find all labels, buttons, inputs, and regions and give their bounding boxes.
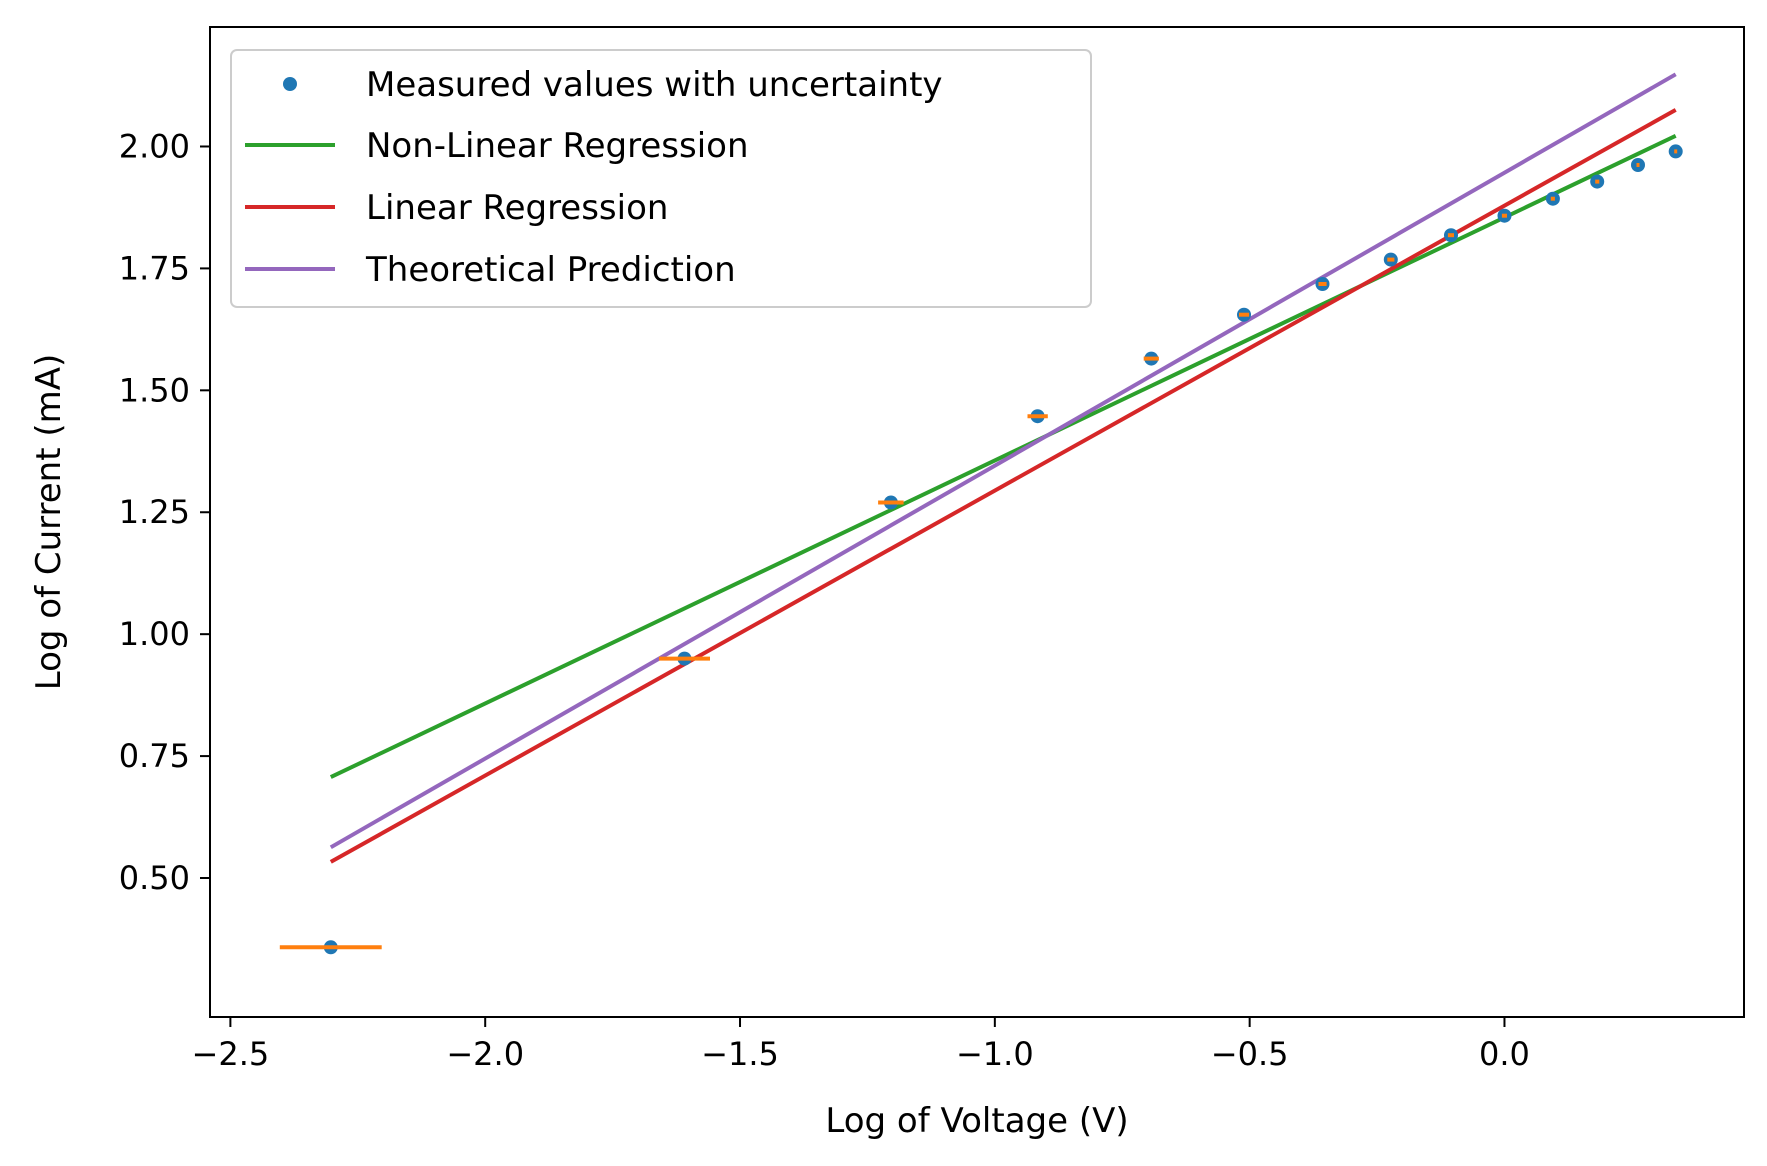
legend-box bbox=[230, 49, 1092, 308]
y-tick-label: 1.75 bbox=[119, 249, 190, 287]
plot-frame bbox=[209, 26, 1745, 1018]
legend-label-measured: Measured values with uncertainty bbox=[366, 65, 943, 105]
x-tick-label: −1.5 bbox=[701, 1035, 779, 1073]
legend-label-theoretical-prediction: Theoretical Prediction bbox=[365, 250, 736, 290]
y-tick-label: 1.00 bbox=[119, 615, 190, 653]
y-axis-ticks: 0.50 0.75 1.00 1.25 1.50 1.75 2.00 bbox=[119, 127, 210, 897]
x-axis-ticks: −2.5 −2.0 −1.5 −1.0 −0.5 0.0 bbox=[192, 1017, 1530, 1073]
legend-marker-measured bbox=[283, 77, 297, 91]
legend: Measured values with uncertainty Non-Lin… bbox=[230, 49, 1092, 308]
y-tick-label: 1.25 bbox=[119, 493, 190, 531]
series-line-theoretical-prediction bbox=[329, 72, 1677, 850]
x-tick-label: 0.0 bbox=[1479, 1035, 1530, 1073]
plot-marks bbox=[279, 72, 1683, 955]
y-tick-label: 0.50 bbox=[119, 859, 190, 897]
x-tick-label: −2.0 bbox=[446, 1035, 524, 1073]
y-axis-label: Log of Current (mA) bbox=[29, 354, 69, 691]
y-tick-label: 2.00 bbox=[119, 127, 190, 165]
x-tick-label: −2.5 bbox=[192, 1035, 270, 1073]
x-tick-label: −1.0 bbox=[956, 1035, 1034, 1073]
legend-label-linear-regression: Linear Regression bbox=[366, 188, 668, 228]
legend-label-non-linear-regression: Non-Linear Regression bbox=[366, 126, 749, 166]
y-tick-label: 0.75 bbox=[119, 737, 190, 775]
x-tick-label: −0.5 bbox=[1211, 1035, 1289, 1073]
y-tick-label: 1.50 bbox=[119, 371, 190, 409]
series-line-non-linear-regression bbox=[329, 133, 1677, 779]
x-axis-label: Log of Voltage (V) bbox=[825, 1101, 1128, 1141]
